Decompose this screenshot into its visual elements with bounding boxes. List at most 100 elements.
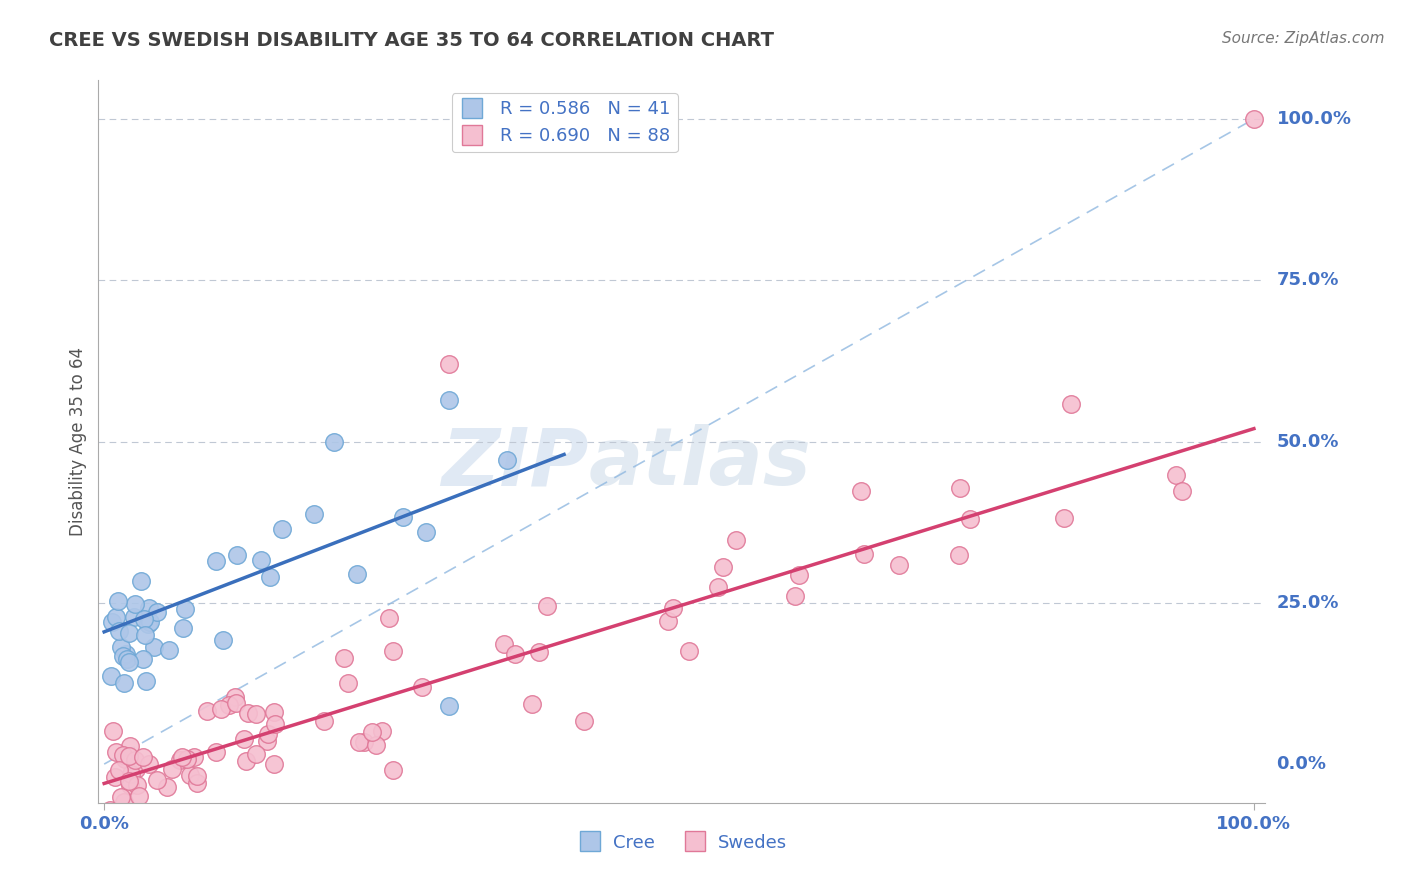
Point bbox=[336, 676, 359, 690]
Text: 75.0%: 75.0% bbox=[1277, 271, 1339, 289]
Point bbox=[959, 512, 981, 526]
Point bbox=[1243, 112, 1265, 126]
Point bbox=[224, 690, 246, 704]
Point bbox=[183, 750, 205, 764]
Point bbox=[135, 673, 157, 688]
Point bbox=[495, 452, 517, 467]
Point bbox=[138, 757, 160, 772]
Point bbox=[437, 393, 460, 408]
Point bbox=[107, 594, 129, 608]
Point bbox=[160, 762, 183, 776]
Point bbox=[347, 735, 370, 749]
Point bbox=[1060, 397, 1083, 411]
Point bbox=[371, 723, 394, 738]
Point bbox=[120, 739, 142, 754]
Legend: Cree, Swedes: Cree, Swedes bbox=[569, 826, 794, 859]
Point bbox=[110, 640, 132, 655]
Point bbox=[138, 601, 160, 615]
Point bbox=[520, 697, 543, 711]
Point bbox=[256, 734, 278, 748]
Point bbox=[136, 617, 159, 632]
Point bbox=[415, 524, 437, 539]
Point bbox=[112, 747, 135, 762]
Point bbox=[118, 626, 141, 640]
Point bbox=[364, 738, 387, 752]
Point bbox=[333, 651, 356, 665]
Point bbox=[662, 601, 685, 615]
Point bbox=[245, 707, 267, 722]
Point bbox=[115, 652, 138, 666]
Point bbox=[271, 522, 294, 536]
Point bbox=[111, 649, 134, 664]
Point bbox=[312, 714, 335, 728]
Point bbox=[114, 752, 136, 766]
Point bbox=[108, 624, 131, 638]
Point bbox=[146, 772, 169, 787]
Point bbox=[128, 789, 150, 804]
Point bbox=[218, 698, 240, 712]
Point bbox=[853, 547, 876, 561]
Point bbox=[186, 769, 208, 783]
Text: atlas: atlas bbox=[589, 425, 811, 502]
Point bbox=[787, 567, 810, 582]
Point bbox=[245, 747, 267, 762]
Point bbox=[572, 714, 595, 728]
Point bbox=[783, 589, 806, 603]
Point bbox=[101, 615, 124, 629]
Point bbox=[361, 725, 384, 739]
Point bbox=[132, 750, 155, 764]
Point bbox=[105, 745, 128, 759]
Point bbox=[132, 652, 155, 666]
Point bbox=[263, 757, 285, 772]
Point bbox=[346, 566, 368, 581]
Text: 50.0%: 50.0% bbox=[1277, 433, 1339, 450]
Point bbox=[117, 656, 139, 670]
Point bbox=[118, 774, 141, 789]
Point bbox=[107, 764, 129, 778]
Point bbox=[139, 615, 162, 629]
Point bbox=[492, 637, 515, 651]
Point bbox=[887, 558, 910, 573]
Point bbox=[174, 602, 197, 616]
Point bbox=[381, 763, 404, 777]
Y-axis label: Disability Age 35 to 64: Disability Age 35 to 64 bbox=[69, 347, 87, 536]
Text: 0.0%: 0.0% bbox=[1277, 756, 1326, 773]
Text: 100.0%: 100.0% bbox=[1277, 110, 1351, 128]
Point bbox=[536, 599, 558, 613]
Point bbox=[378, 611, 401, 625]
Point bbox=[146, 606, 169, 620]
Point bbox=[101, 723, 124, 738]
Point bbox=[112, 676, 135, 690]
Point bbox=[323, 434, 346, 449]
Point bbox=[124, 822, 146, 837]
Point bbox=[156, 780, 179, 794]
Point bbox=[1171, 483, 1194, 498]
Text: 25.0%: 25.0% bbox=[1277, 594, 1339, 612]
Point bbox=[529, 645, 551, 659]
Point bbox=[124, 597, 146, 611]
Point bbox=[392, 510, 415, 524]
Point bbox=[122, 609, 145, 624]
Point bbox=[186, 776, 208, 790]
Point bbox=[205, 554, 228, 568]
Point bbox=[353, 734, 375, 748]
Point bbox=[204, 745, 226, 759]
Point bbox=[259, 569, 281, 583]
Point bbox=[411, 681, 433, 695]
Point bbox=[711, 559, 734, 574]
Point bbox=[212, 632, 235, 647]
Point bbox=[851, 483, 873, 498]
Point bbox=[657, 614, 679, 628]
Point bbox=[1166, 468, 1188, 483]
Point bbox=[172, 750, 194, 764]
Point bbox=[104, 609, 127, 624]
Point bbox=[176, 752, 198, 766]
Point bbox=[120, 767, 142, 781]
Point bbox=[437, 357, 460, 371]
Point bbox=[263, 706, 285, 720]
Point bbox=[114, 795, 136, 809]
Point bbox=[503, 647, 526, 661]
Point bbox=[118, 749, 141, 764]
Text: Source: ZipAtlas.com: Source: ZipAtlas.com bbox=[1222, 31, 1385, 46]
Point bbox=[104, 770, 127, 784]
